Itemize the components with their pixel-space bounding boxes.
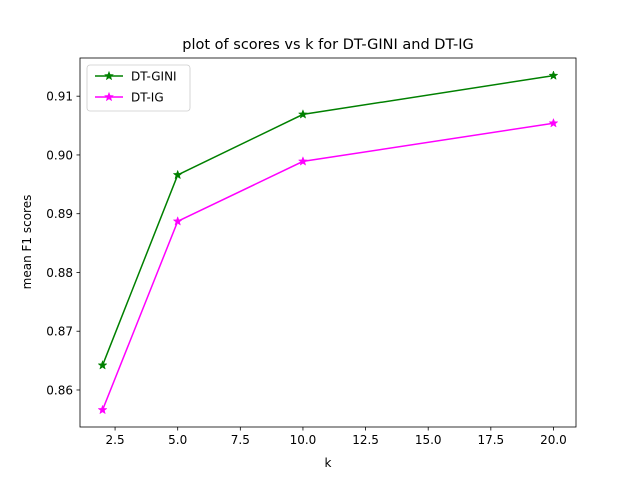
series-line-2 <box>101 122 554 411</box>
legend-label: DT-IG <box>131 91 164 105</box>
y-tick-label: 0.88 <box>46 266 73 280</box>
plot-area: 2.5 5.0 7.5 10.0 12.5 15.0 17.5 20.0 0.86 0.87 0.8… <box>46 57 577 447</box>
y-tick-label: 0.90 <box>46 148 73 162</box>
data-point <box>97 359 108 370</box>
x-tick-label: 10.0 <box>290 433 317 447</box>
data-point <box>297 109 308 119</box>
x-axis-label: k <box>325 456 332 470</box>
data-point <box>548 70 559 80</box>
y-tick-label: 0.89 <box>46 207 73 221</box>
x-tick-label: 20.0 <box>540 433 567 447</box>
y-tick-label: 0.86 <box>46 383 73 397</box>
legend-label: DT-GINI <box>131 70 177 84</box>
legend-swatch-marker <box>103 70 115 81</box>
x-tick-label: 15.0 <box>415 433 442 447</box>
axes-frame <box>79 57 577 428</box>
x-tick-label: 2.5 <box>106 433 125 447</box>
x-tick-label: 12.5 <box>352 433 379 447</box>
data-point <box>97 404 108 415</box>
series-line-1 <box>101 74 554 366</box>
legend: DT-GINI DT-IG <box>86 64 191 112</box>
data-point <box>172 169 183 180</box>
x-tick-label: 5.0 <box>168 433 187 447</box>
y-tick-label: 0.87 <box>46 325 73 339</box>
data-point <box>548 117 559 128</box>
y-axis-label: mean F1 scores <box>20 195 34 290</box>
chart-title: plot of scores vs k for DT-GINI and DT-I… <box>182 37 473 53</box>
data-point <box>297 156 308 166</box>
x-tick-label: 17.5 <box>477 433 504 447</box>
data-point <box>172 216 183 226</box>
y-tick-label: 0.91 <box>46 89 73 103</box>
legend-swatch-marker <box>103 91 115 102</box>
x-tick-label: 7.5 <box>231 433 250 447</box>
